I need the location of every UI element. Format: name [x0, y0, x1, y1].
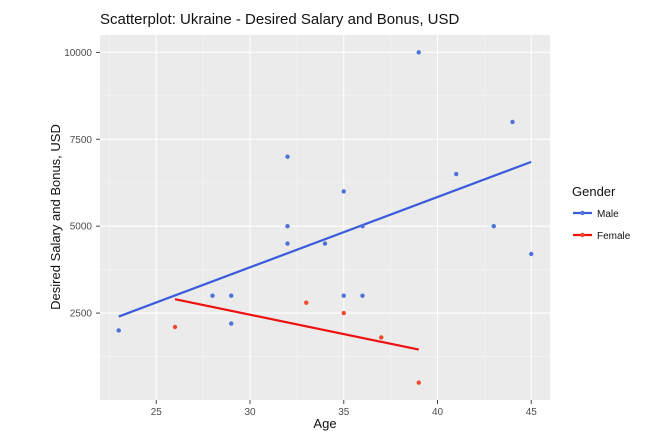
- plot-panel: [100, 35, 550, 400]
- y-tick-label-1: 5000: [70, 222, 93, 233]
- grid-major: [100, 35, 550, 400]
- legend-item-male: Male: [573, 209, 619, 220]
- point-male-6: [285, 241, 290, 246]
- x-tick-label-1: 30: [244, 407, 256, 418]
- legend-title: Gender: [572, 184, 616, 199]
- point-male-3: [229, 321, 234, 326]
- y-tick-label-3: 10000: [64, 48, 92, 59]
- fit-line-female: [174, 298, 419, 351]
- legend-item-female: Female: [573, 231, 631, 242]
- point-male-13: [454, 171, 459, 177]
- point-male-14: [491, 223, 496, 229]
- point-male-8: [341, 189, 346, 194]
- fit-line-male: [118, 160, 532, 318]
- regression-lines: [118, 160, 532, 351]
- legend-key-female-point: [580, 232, 585, 238]
- point-female-4: [416, 380, 421, 385]
- point-female-0: [172, 324, 178, 330]
- point-male-4: [285, 154, 290, 159]
- point-female-3: [379, 335, 384, 340]
- y-tick-label-0: 2500: [70, 309, 93, 320]
- y-axis-label: Desired Salary and Bonus, USD: [48, 124, 63, 310]
- point-male-1: [210, 293, 215, 298]
- chart-title: Scatterplot: Ukraine - Desired Salary an…: [100, 11, 459, 28]
- point-male-15: [510, 119, 515, 125]
- x-tick-label-3: 40: [432, 407, 444, 418]
- x-tick-label-0: 25: [151, 407, 163, 418]
- point-female-1: [304, 300, 309, 305]
- point-male-12: [416, 50, 421, 55]
- data-points: [116, 50, 534, 385]
- point-male-16: [529, 251, 534, 257]
- point-male-5: [285, 223, 290, 229]
- legend-key-male-point: [580, 210, 585, 216]
- legend: Gender Male Female: [572, 184, 631, 242]
- legend-label-male: Male: [597, 209, 619, 220]
- x-axis: 25 30 35 40 45: [151, 400, 538, 418]
- x-tick-label-2: 35: [338, 407, 350, 418]
- point-male-0: [116, 328, 121, 333]
- y-axis: 2500 5000 7500 10000: [64, 48, 100, 320]
- x-tick-label-4: 45: [526, 407, 538, 418]
- legend-label-female: Female: [597, 231, 631, 242]
- point-male-7: [322, 241, 328, 246]
- x-axis-label: Age: [313, 416, 336, 431]
- point-male-10: [360, 223, 365, 229]
- point-male-11: [360, 293, 365, 298]
- point-male-9: [341, 293, 346, 298]
- point-male-2: [229, 293, 234, 298]
- point-female-2: [341, 310, 346, 316]
- y-tick-label-2: 7500: [70, 135, 93, 146]
- grid-minor: [100, 35, 550, 400]
